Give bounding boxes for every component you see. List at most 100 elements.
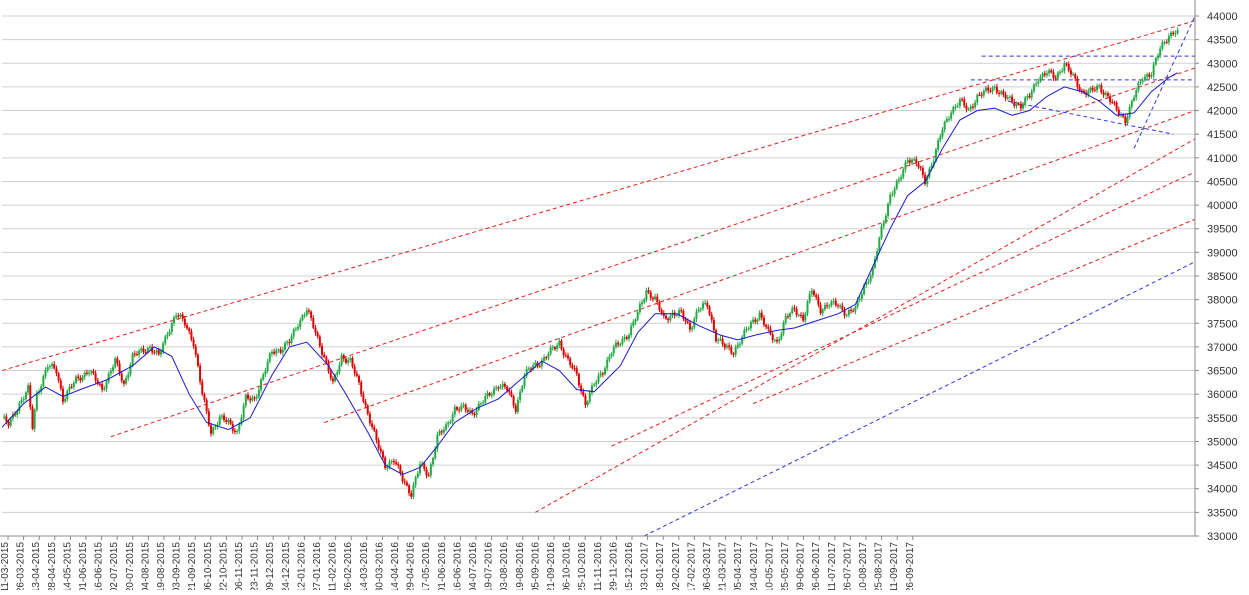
candle-up: [606, 359, 609, 369]
candle-up: [967, 108, 970, 110]
candle-up: [695, 311, 698, 320]
candle-down: [625, 337, 628, 339]
candle-up: [1152, 64, 1155, 76]
candle-up: [823, 305, 826, 310]
candle-down: [61, 388, 64, 402]
candle-up: [543, 357, 546, 361]
candle-up: [1087, 91, 1090, 95]
candle-down: [366, 405, 369, 414]
candle-down: [658, 301, 661, 310]
candle-down: [961, 99, 964, 101]
candle-up: [412, 484, 415, 497]
candle-down: [353, 366, 356, 374]
candle-up: [1035, 83, 1038, 85]
candle-down: [318, 336, 321, 346]
candle-down: [31, 407, 34, 429]
candle-up: [1141, 80, 1144, 82]
candle-up: [1128, 106, 1131, 118]
candle-up: [125, 378, 128, 384]
candle-down: [455, 407, 458, 410]
candle-up: [860, 294, 863, 299]
candle-down: [55, 368, 58, 374]
candle-up: [469, 410, 472, 412]
candle-up: [475, 409, 478, 415]
candle-up: [643, 299, 646, 303]
moving-average-line: [1, 72, 1178, 476]
x-tick-label: 09-12-2015: [265, 542, 276, 590]
candle-up: [64, 398, 67, 402]
candle-up: [20, 400, 23, 403]
candle-up: [876, 251, 879, 259]
candle-down: [647, 290, 650, 293]
candle-up: [969, 106, 972, 109]
candle-down: [384, 457, 387, 469]
candle-down: [908, 160, 911, 163]
candle-down: [351, 358, 354, 367]
candle-down: [371, 423, 374, 427]
y-tick-label: 43000: [1207, 58, 1238, 70]
candle-up: [301, 315, 304, 321]
candle-up: [1174, 33, 1177, 35]
candle-up: [33, 409, 36, 429]
candle-up: [164, 336, 167, 344]
y-tick-label: 37500: [1207, 318, 1238, 330]
candle-up: [416, 473, 419, 478]
candle-up: [525, 368, 528, 376]
candle-down: [233, 430, 236, 433]
candle-up: [725, 345, 728, 348]
candle-down: [203, 394, 206, 400]
candle-down: [399, 465, 402, 474]
candle-up: [18, 402, 21, 412]
candle-down: [223, 415, 226, 421]
candle-down: [401, 473, 404, 482]
channel-trendline: [324, 110, 1196, 424]
candle-up: [240, 417, 243, 425]
candle-up: [90, 371, 93, 373]
candle-up: [432, 458, 435, 465]
candle-down: [497, 387, 500, 389]
candle-down: [316, 332, 319, 337]
candle-up: [460, 405, 463, 411]
y-tick-label: 41500: [1207, 129, 1238, 141]
candle-up: [941, 129, 944, 137]
candle-up: [48, 366, 51, 368]
candle-up: [1154, 58, 1157, 65]
y-tick-label: 38500: [1207, 271, 1238, 283]
candle-down: [843, 309, 846, 316]
y-tick-label: 36000: [1207, 389, 1238, 401]
x-tick-label: 21-03-2017: [718, 542, 729, 590]
candle-down: [279, 349, 282, 353]
candle-up: [527, 368, 530, 370]
candle-up: [943, 121, 946, 130]
candle-down: [530, 368, 533, 370]
x-tick-label: 25-08-2017: [874, 542, 885, 590]
candle-down: [379, 448, 382, 452]
candle-down: [186, 325, 189, 329]
candle-up: [214, 426, 217, 428]
x-tick-label: 06-03-2017: [702, 542, 713, 590]
candle-down: [1078, 87, 1081, 91]
candle-down: [562, 349, 565, 356]
candle-up: [878, 237, 881, 252]
candle-up: [758, 312, 761, 320]
candle-up: [599, 373, 602, 376]
y-tick-label: 40500: [1207, 176, 1238, 188]
candle-down: [660, 309, 663, 314]
candle-down: [122, 380, 125, 384]
candle-down: [575, 368, 578, 374]
candle-down: [1069, 70, 1072, 75]
candle-up: [179, 314, 182, 317]
candle-down: [199, 365, 202, 382]
y-tick-label: 35000: [1207, 436, 1238, 448]
y-tick-label: 33000: [1207, 531, 1238, 543]
candle-up: [608, 356, 611, 360]
candle-down: [362, 394, 365, 402]
candle-down: [512, 396, 515, 406]
trendlines: [1, 15, 1196, 537]
candle-up: [436, 434, 439, 449]
candle-up: [294, 328, 297, 330]
candle-up: [947, 118, 950, 120]
candle-down: [664, 315, 667, 319]
candle-up: [1089, 87, 1092, 92]
candle-up: [16, 411, 19, 415]
